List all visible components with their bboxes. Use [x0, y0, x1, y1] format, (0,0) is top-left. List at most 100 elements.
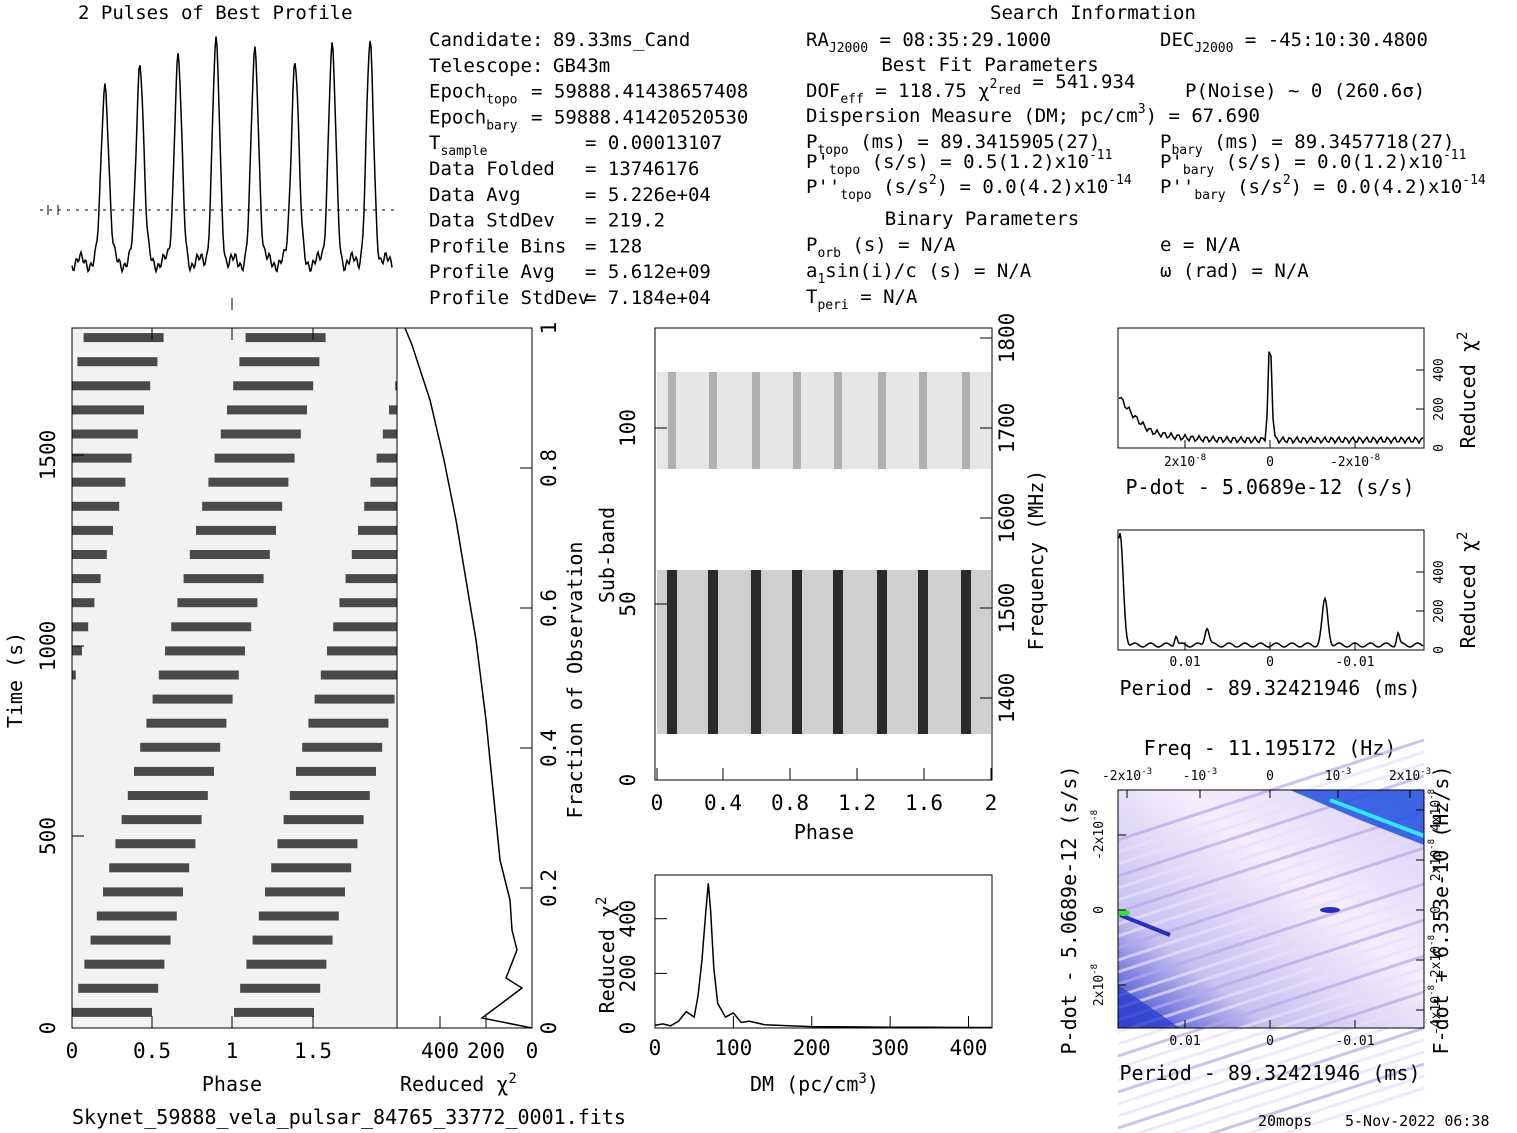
subband-upper-stripe [834, 372, 842, 469]
info-left-label: Epochbary [429, 106, 518, 133]
ppdot-rtick-label: 4x10-8 [1427, 789, 1444, 831]
subband-lower-block [657, 570, 991, 734]
time-phase-band [72, 453, 132, 463]
subband-stripes [667, 372, 971, 734]
time-phase-band [296, 766, 376, 776]
time-phase-band [72, 429, 138, 439]
ppdot-streak [1117, 954, 1425, 1058]
info-binary: Binary Parameters [885, 208, 1079, 230]
ppdot-plot: Freq - 11.195172 (Hz) 0.01 0 -0.01 -2x10-3 -… [1057, 736, 1453, 1133]
ppdot-streak [1117, 822, 1425, 926]
ppdot-streak [1117, 1026, 1425, 1130]
ppdot-toptick-label: 2x10-3 [1389, 767, 1431, 784]
time-phase-band [364, 501, 397, 511]
subband-ytick-label: 0 [616, 774, 640, 787]
subband-xtick-label: 0 [651, 791, 664, 815]
time-chi-ytick-label: 0.8 [537, 449, 561, 487]
time-phase-band [395, 381, 397, 391]
ppdot-streak [1134, 1038, 1425, 1133]
ppdot-title: Freq - 11.195172 (Hz) [1144, 736, 1397, 760]
time-phase-band [246, 959, 327, 969]
ppdot-xtick-label: 0.01 [1169, 1034, 1200, 1049]
time-phase-band [84, 959, 165, 969]
time-phase-band [72, 477, 126, 487]
ppdot-rtick-label: -2x10-8 [1427, 935, 1444, 985]
subband-xtick-label: 1.2 [838, 791, 876, 815]
subband-lower-stripe [877, 570, 887, 734]
time-phase-ytick-label: 1500 [36, 430, 60, 481]
subband-upper-block [657, 372, 991, 469]
subband-frame [654, 327, 993, 781]
time-phase-band [351, 550, 397, 559]
time-phase-band [72, 501, 120, 511]
info-pbary: Pbary (ms) = 89.3457718(27) [1160, 131, 1454, 158]
info-left-value: = 128 [585, 235, 642, 257]
footer-user: 20mops [1258, 1112, 1312, 1130]
subband-lower-stripe [751, 570, 761, 734]
time-phase-band [314, 694, 395, 704]
ppdot-streak [1117, 858, 1425, 962]
info-left-label: Profile StdDev [429, 287, 589, 309]
time-phase-band [171, 622, 252, 632]
time-phase-band [72, 574, 101, 584]
dm-ytick-label: 0 [616, 1022, 640, 1035]
time-chi-ytick-label: 1 [537, 322, 561, 335]
period-ytick-label: 200 [1432, 599, 1447, 622]
subband-ytick2-label: 1500 [995, 583, 1019, 634]
time-phase-xtick-label: 1.5 [294, 1039, 332, 1063]
footer-date: 5-Nov-2022 06:38 [1345, 1112, 1490, 1130]
ppdot-toptick-label: 10-3 [1325, 767, 1352, 784]
ppdot-streak [1117, 810, 1425, 914]
time-chi-plot: 400 200 0 0 0.2 0.4 0.6 0.8 1 Reduced χ2 Fractio… [396, 322, 587, 1096]
subband-ytick2-label: 1400 [995, 673, 1019, 724]
ppdot-streak [1117, 834, 1425, 938]
subband-ytick2-label: 1800 [995, 313, 1019, 364]
time-phase-band [239, 357, 320, 367]
time-phase-ytick-label: 1000 [36, 621, 60, 672]
pdot-ytick-label: 0 [1432, 444, 1447, 452]
time-phase-band [258, 911, 339, 921]
subband-lower-stripe [667, 570, 677, 734]
dm-ytick-label: 200 [616, 954, 640, 992]
time-phase-band [96, 911, 177, 921]
info-left-label: Data Folded [429, 158, 555, 180]
ppdot-toptick-label: -2x10-3 [1102, 767, 1152, 784]
subband-plot: 0 0.4 0.8 1.2 1.6 2 0 50 100 1400 1500 1600 1700 1800… [595, 313, 1048, 844]
time-phase-band [382, 429, 397, 439]
ppdot-ytick-label: 2x10-8 [1090, 964, 1107, 1006]
pdot-curve [1118, 351, 1424, 445]
time-phase-band [277, 839, 358, 849]
info-left-label: Profile Avg [429, 261, 555, 283]
subband-xlabel: Phase [794, 820, 854, 844]
time-phase-band [158, 670, 239, 680]
subband-lower-stripe [708, 570, 718, 734]
time-phase-band [72, 405, 144, 415]
period-xtick-label: -0.01 [1335, 655, 1374, 670]
info-left-value: = 13746176 [585, 158, 699, 180]
info-left-label: Candidate: [429, 29, 543, 51]
time-phase-band [183, 574, 264, 584]
dm-xtick-label: 400 [950, 1036, 988, 1060]
ppdot-toptick-label: -10-3 [1183, 767, 1217, 784]
ppdot-streak [1117, 846, 1425, 950]
subband-upper-stripe [878, 372, 886, 469]
time-phase-band [115, 839, 196, 849]
info-ptopo: Ptopo (ms) = 89.3415905(27) [806, 131, 1100, 158]
time-phase-band [77, 357, 158, 367]
info-left-value: = 7.184e+04 [585, 287, 711, 309]
ppdot-streak [1117, 978, 1425, 1082]
subband-xtick-label: 0.8 [771, 791, 809, 815]
period-ytick-label: 400 [1432, 560, 1447, 583]
ppdot-xtick-label: -0.01 [1335, 1034, 1374, 1049]
search-title: Search Information [990, 2, 1196, 24]
time-chi-frame [396, 327, 533, 1029]
info-pdtopo: P'topo (s/s) = 0.5(1.2)x10-11 [806, 148, 1112, 178]
time-phase-band [345, 574, 397, 584]
ppdot-streak [1117, 966, 1425, 1070]
profile-title: 2 Pulses of Best Profile [78, 2, 353, 24]
ppdot-streak [1117, 750, 1425, 854]
time-phase-band [152, 694, 233, 704]
subband-upper-stripe [668, 372, 676, 469]
period-xlabel: Period - 89.32421946 (ms) [1119, 676, 1420, 700]
period-curve [1118, 532, 1424, 648]
